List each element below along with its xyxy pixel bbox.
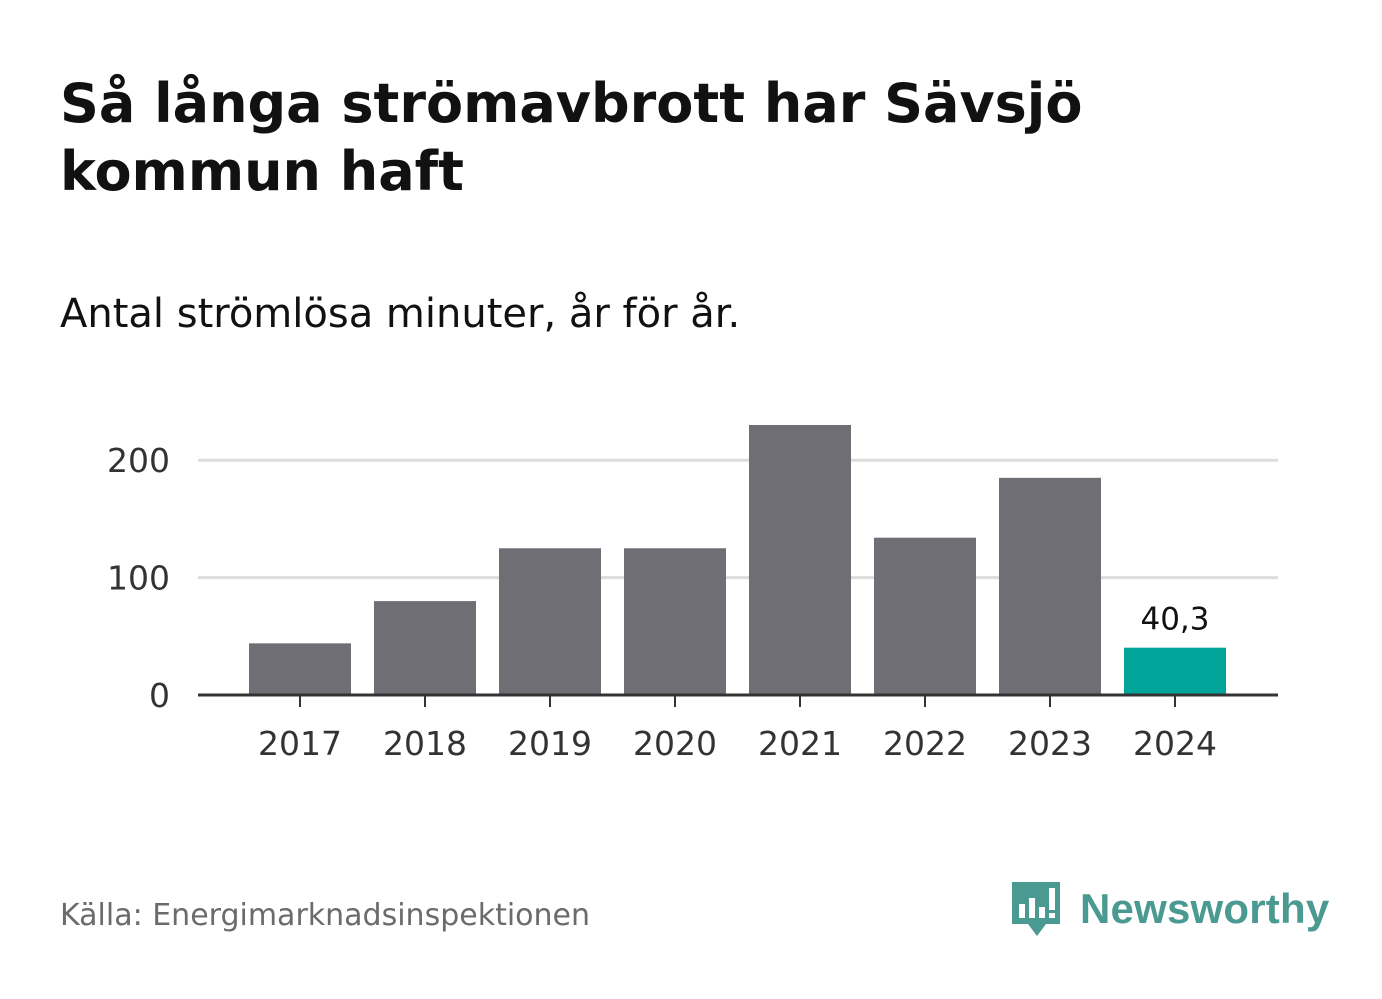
data-labels: 40,3 (1140, 602, 1209, 638)
y-axis-ticks: 0 100 200 (107, 441, 170, 715)
chart-subtitle: Antal strömlösa minuter, år för år. (60, 291, 741, 337)
gridlines (198, 458, 1278, 580)
y-tick-label-100: 100 (107, 559, 170, 598)
bar-2019 (499, 548, 601, 695)
x-axis-ticks: 2017 2018 2019 2020 2021 2022 2023 2024 (258, 724, 1217, 763)
brand-logo: Newsworthy (1010, 878, 1329, 940)
data-label-2024: 40,3 (1140, 602, 1209, 638)
bar-2023 (999, 477, 1101, 695)
brand-name: Newsworthy (1080, 885, 1330, 932)
bar-2022 (874, 537, 976, 695)
x-tick-label-2023: 2023 (1008, 724, 1092, 763)
bar-2021 (749, 425, 851, 695)
x-tick-label-2019: 2019 (508, 724, 592, 763)
x-tick-label-2021: 2021 (758, 724, 842, 763)
x-tick-label-2018: 2018 (383, 724, 467, 763)
bars (249, 425, 1226, 695)
y-tick-label-200: 200 (107, 441, 170, 480)
bar-2018 (374, 601, 476, 695)
y-tick-label-0: 0 (149, 676, 170, 715)
x-axis (198, 693, 1278, 707)
bar-2024 (1124, 647, 1226, 695)
newsworthy-logo-icon (1012, 882, 1060, 936)
chart-title: Så långa strömavbrott har Sävsjö kommun … (60, 72, 1083, 203)
bar-2017 (249, 643, 351, 695)
x-tick-label-2022: 2022 (883, 724, 967, 763)
x-tick-label-2020: 2020 (633, 724, 717, 763)
bar-2020 (624, 548, 726, 695)
x-tick-label-2024: 2024 (1133, 724, 1217, 763)
x-tick-label-2017: 2017 (258, 724, 342, 763)
source-note: Källa: Energimarknadsinspektionen (60, 898, 591, 933)
